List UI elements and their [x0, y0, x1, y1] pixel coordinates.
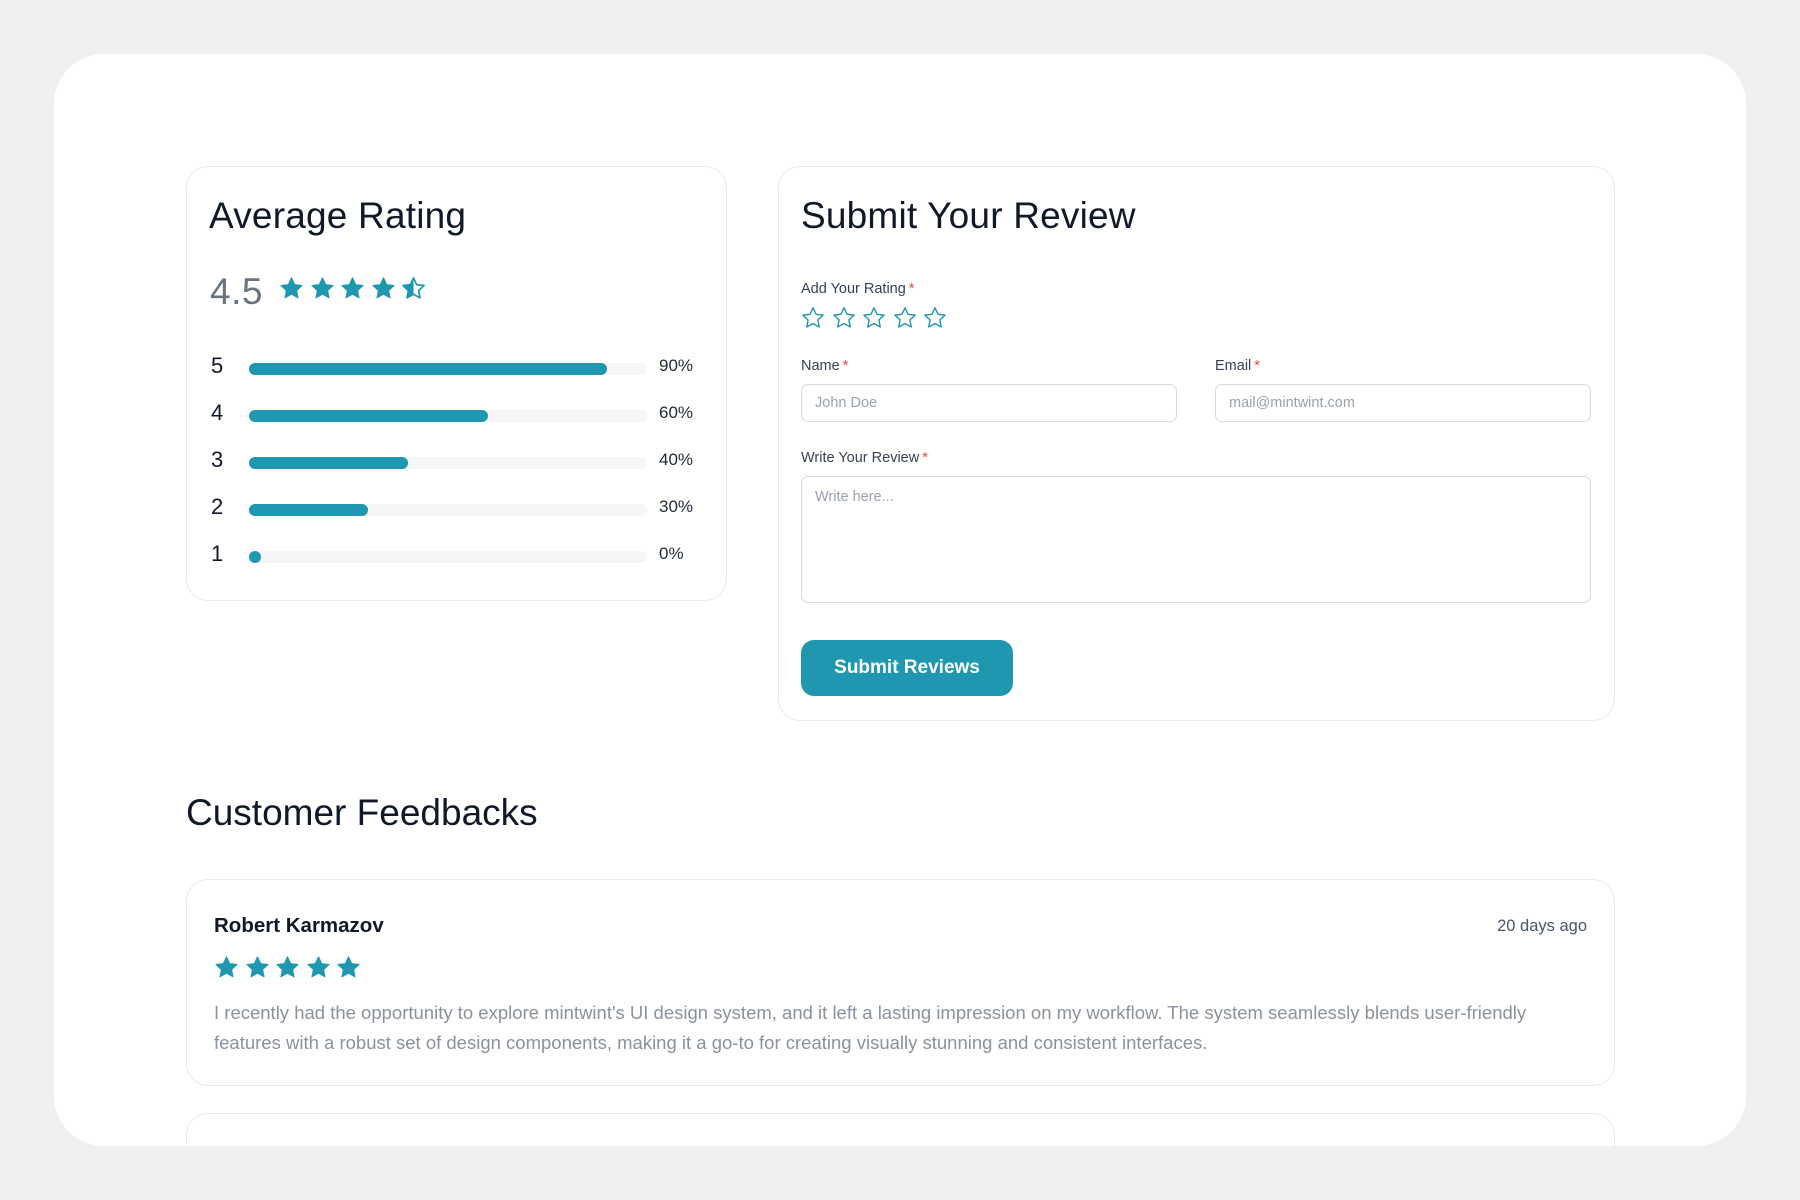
star-filled-icon — [214, 955, 239, 980]
rating-bar-percent: 30% — [659, 497, 694, 516]
star-filled-icon — [245, 955, 270, 980]
star-half-icon — [401, 276, 426, 301]
rating-bar-percent: 60% — [659, 403, 694, 422]
customer-feedbacks-title: Customer Feedbacks — [186, 792, 538, 833]
rating-label-text: Add Your Rating — [801, 281, 906, 297]
review-label-text: Write Your Review — [801, 450, 920, 466]
review-label: Write Your Review * — [801, 450, 928, 466]
rating-bar-track — [249, 457, 647, 469]
rating-bar-track — [249, 551, 647, 563]
rating-bar-percent: 40% — [659, 450, 694, 469]
required-mark: * — [842, 358, 849, 374]
rating-bar-track — [249, 410, 647, 422]
review-text: I recently had the opportunity to explor… — [214, 1002, 1527, 1053]
rating-bar-label: 1 — [211, 541, 224, 566]
submit-reviews-button[interactable]: Submit Reviews — [801, 640, 1013, 696]
feedback-card: Robert Karmazov 20 days ago I recently h… — [186, 879, 1615, 1086]
page-frame: Average Rating 4.5 5 90% 4 60% 3 40% 2 30% 1 0% S… — [54, 54, 1746, 1146]
star-filled-icon — [306, 955, 331, 980]
rating-bar-fill — [249, 410, 488, 422]
rating-bar-label: 3 — [211, 447, 224, 472]
required-mark: * — [908, 281, 915, 297]
rating-bar-label: 5 — [211, 353, 224, 378]
required-mark: * — [1254, 358, 1260, 374]
star-filled-icon — [279, 276, 304, 301]
average-rating-title: Average Rating — [209, 195, 467, 236]
average-rating-value: 4.5 — [210, 271, 263, 312]
star-filled-icon — [340, 276, 365, 301]
star-outline-icon[interactable] — [832, 306, 856, 330]
rating-bar-label: 2 — [211, 494, 224, 519]
star-filled-icon — [336, 955, 361, 980]
name-label-text: Name — [801, 358, 840, 374]
rating-bar-row: 2 30% — [210, 490, 710, 530]
feedback-card-next — [186, 1113, 1615, 1146]
rating-bar-track — [249, 363, 647, 375]
rating-bar-track — [249, 504, 647, 516]
rating-bar-row: 4 60% — [210, 396, 710, 436]
star-outline-icon[interactable] — [923, 306, 947, 330]
submit-review-card: Submit Your Review Add Your Rating * Name… — [778, 166, 1615, 721]
email-input[interactable] — [1215, 384, 1591, 422]
rating-bar-percent: 90% — [659, 356, 694, 375]
name-input[interactable] — [801, 384, 1177, 422]
rating-bar-row: 3 40% — [210, 443, 710, 483]
email-label: Email * — [1215, 358, 1260, 374]
star-filled-icon — [371, 276, 396, 301]
reviewer-name: Robert Karmazov — [214, 914, 384, 937]
email-label-text: Email — [1215, 358, 1252, 374]
name-label: Name * — [801, 358, 848, 374]
star-filled-icon — [310, 276, 335, 301]
rating-bar-row: 1 0% — [210, 537, 710, 577]
rating-bar-fill — [249, 504, 369, 516]
review-textarea[interactable] — [801, 476, 1591, 603]
rating-bar-label: 4 — [211, 400, 224, 425]
star-outline-icon[interactable] — [893, 306, 917, 330]
submit-review-title: Submit Your Review — [801, 195, 1136, 236]
review-date: 20 days ago — [1497, 917, 1587, 935]
average-rating-card: Average Rating 4.5 5 90% 4 60% 3 40% 2 30% 1 0% — [186, 166, 727, 601]
rating-bar-fill — [249, 551, 261, 563]
rating-label: Add Your Rating * — [801, 281, 914, 297]
rating-bar-fill — [249, 457, 409, 469]
star-outline-icon[interactable] — [801, 306, 825, 330]
star-filled-icon — [275, 955, 300, 980]
rating-bar-fill — [249, 363, 608, 375]
rating-bar-percent: 0% — [659, 544, 684, 563]
star-outline-icon[interactable] — [862, 306, 886, 330]
rating-bar-row: 5 90% — [210, 349, 710, 389]
required-mark: * — [922, 450, 928, 466]
